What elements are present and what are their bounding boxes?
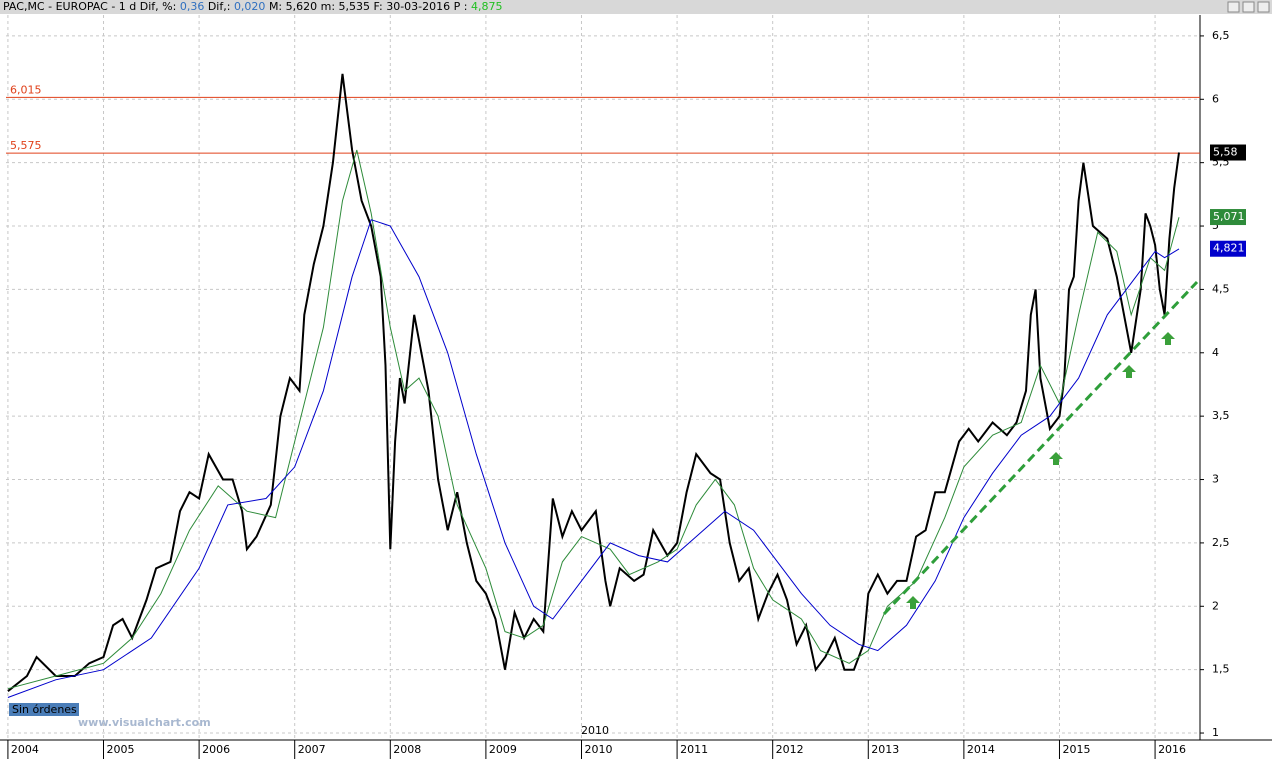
- arrow: [1122, 365, 1136, 378]
- y-tick-label: 2,5: [1212, 536, 1230, 549]
- x-tick-label: 2013: [871, 743, 899, 756]
- close-button[interactable]: [1257, 1, 1270, 13]
- grid: [6, 15, 1204, 759]
- y-tick-label: 5: [1212, 219, 1219, 232]
- window-buttons: [1227, 1, 1270, 13]
- y-tick-label: 2: [1212, 599, 1219, 612]
- last-value-label: 5,071: [1213, 210, 1245, 223]
- arrow: [906, 596, 920, 609]
- x-tick-label: 2006: [202, 743, 230, 756]
- last-value-label: 4,821: [1213, 242, 1245, 255]
- maximize-button[interactable]: [1242, 1, 1255, 13]
- header-p: 4,875: [471, 0, 503, 13]
- last-value-box: [1210, 240, 1246, 257]
- x-tick-label: 2005: [107, 743, 135, 756]
- x-tick-label: 2010: [584, 743, 612, 756]
- y-tick-label: 6,5: [1212, 29, 1230, 42]
- x-tick-label: 2007: [298, 743, 326, 756]
- y-tick-label: 4,5: [1212, 282, 1230, 295]
- level-label: 5,575: [10, 139, 42, 152]
- header: PAC,MC - EUROPAC - 1 d Dif, %: 0,36 Dif,…: [3, 0, 502, 13]
- arrows: [906, 332, 1175, 609]
- header-pct-label: Dif, %:: [140, 0, 177, 13]
- arrow: [1161, 332, 1175, 345]
- orders-label: Sin órdenes: [12, 703, 77, 716]
- header-dif: 0,020: [234, 0, 266, 13]
- header-symbol: PAC,MC - EUROPAC - 1 d: [3, 0, 136, 13]
- y-tick-label: 1: [1212, 726, 1219, 739]
- marks: [6, 73, 1200, 698]
- header-rest: M: 5,620 m: 5,535 F: 30-03-2016 P :: [269, 0, 468, 13]
- watermark: www.visualchart.com: [78, 716, 211, 729]
- last-value-label: 5,58: [1213, 146, 1238, 159]
- y-tick-label: 4: [1212, 346, 1219, 359]
- y-tick-label: 1,5: [1212, 663, 1230, 676]
- x-tick-label: 2016: [1158, 743, 1186, 756]
- orders-badge: [9, 703, 79, 716]
- x-tick-label: 2009: [489, 743, 517, 756]
- series-line: [7, 219, 1180, 698]
- x-tick-label: 2014: [967, 743, 995, 756]
- x-tick-label: 2004: [11, 743, 39, 756]
- arrow: [1049, 452, 1063, 465]
- last-value-box: [1210, 209, 1246, 226]
- header-dif-label: Dif,:: [208, 0, 231, 13]
- y-tick-label: 3,5: [1212, 409, 1230, 422]
- header-pct: 0,36: [180, 0, 205, 13]
- y-tick-label: 3: [1212, 473, 1219, 486]
- x-tick-label: 2015: [1062, 743, 1090, 756]
- last-value-box: [1210, 144, 1246, 161]
- x-tick-label: 2011: [680, 743, 708, 756]
- level-label: 6,015: [10, 83, 42, 96]
- x-tick-label: 2012: [776, 743, 804, 756]
- trend-line: [882, 280, 1199, 616]
- x-tick-label: 2008: [393, 743, 421, 756]
- y-tick-label: 6: [1212, 92, 1219, 105]
- series-line: [7, 73, 1180, 692]
- header-bar: [0, 0, 1272, 14]
- year-annotation: 2010: [581, 724, 609, 737]
- minimize-button[interactable]: [1227, 1, 1240, 13]
- series-line: [7, 149, 1180, 690]
